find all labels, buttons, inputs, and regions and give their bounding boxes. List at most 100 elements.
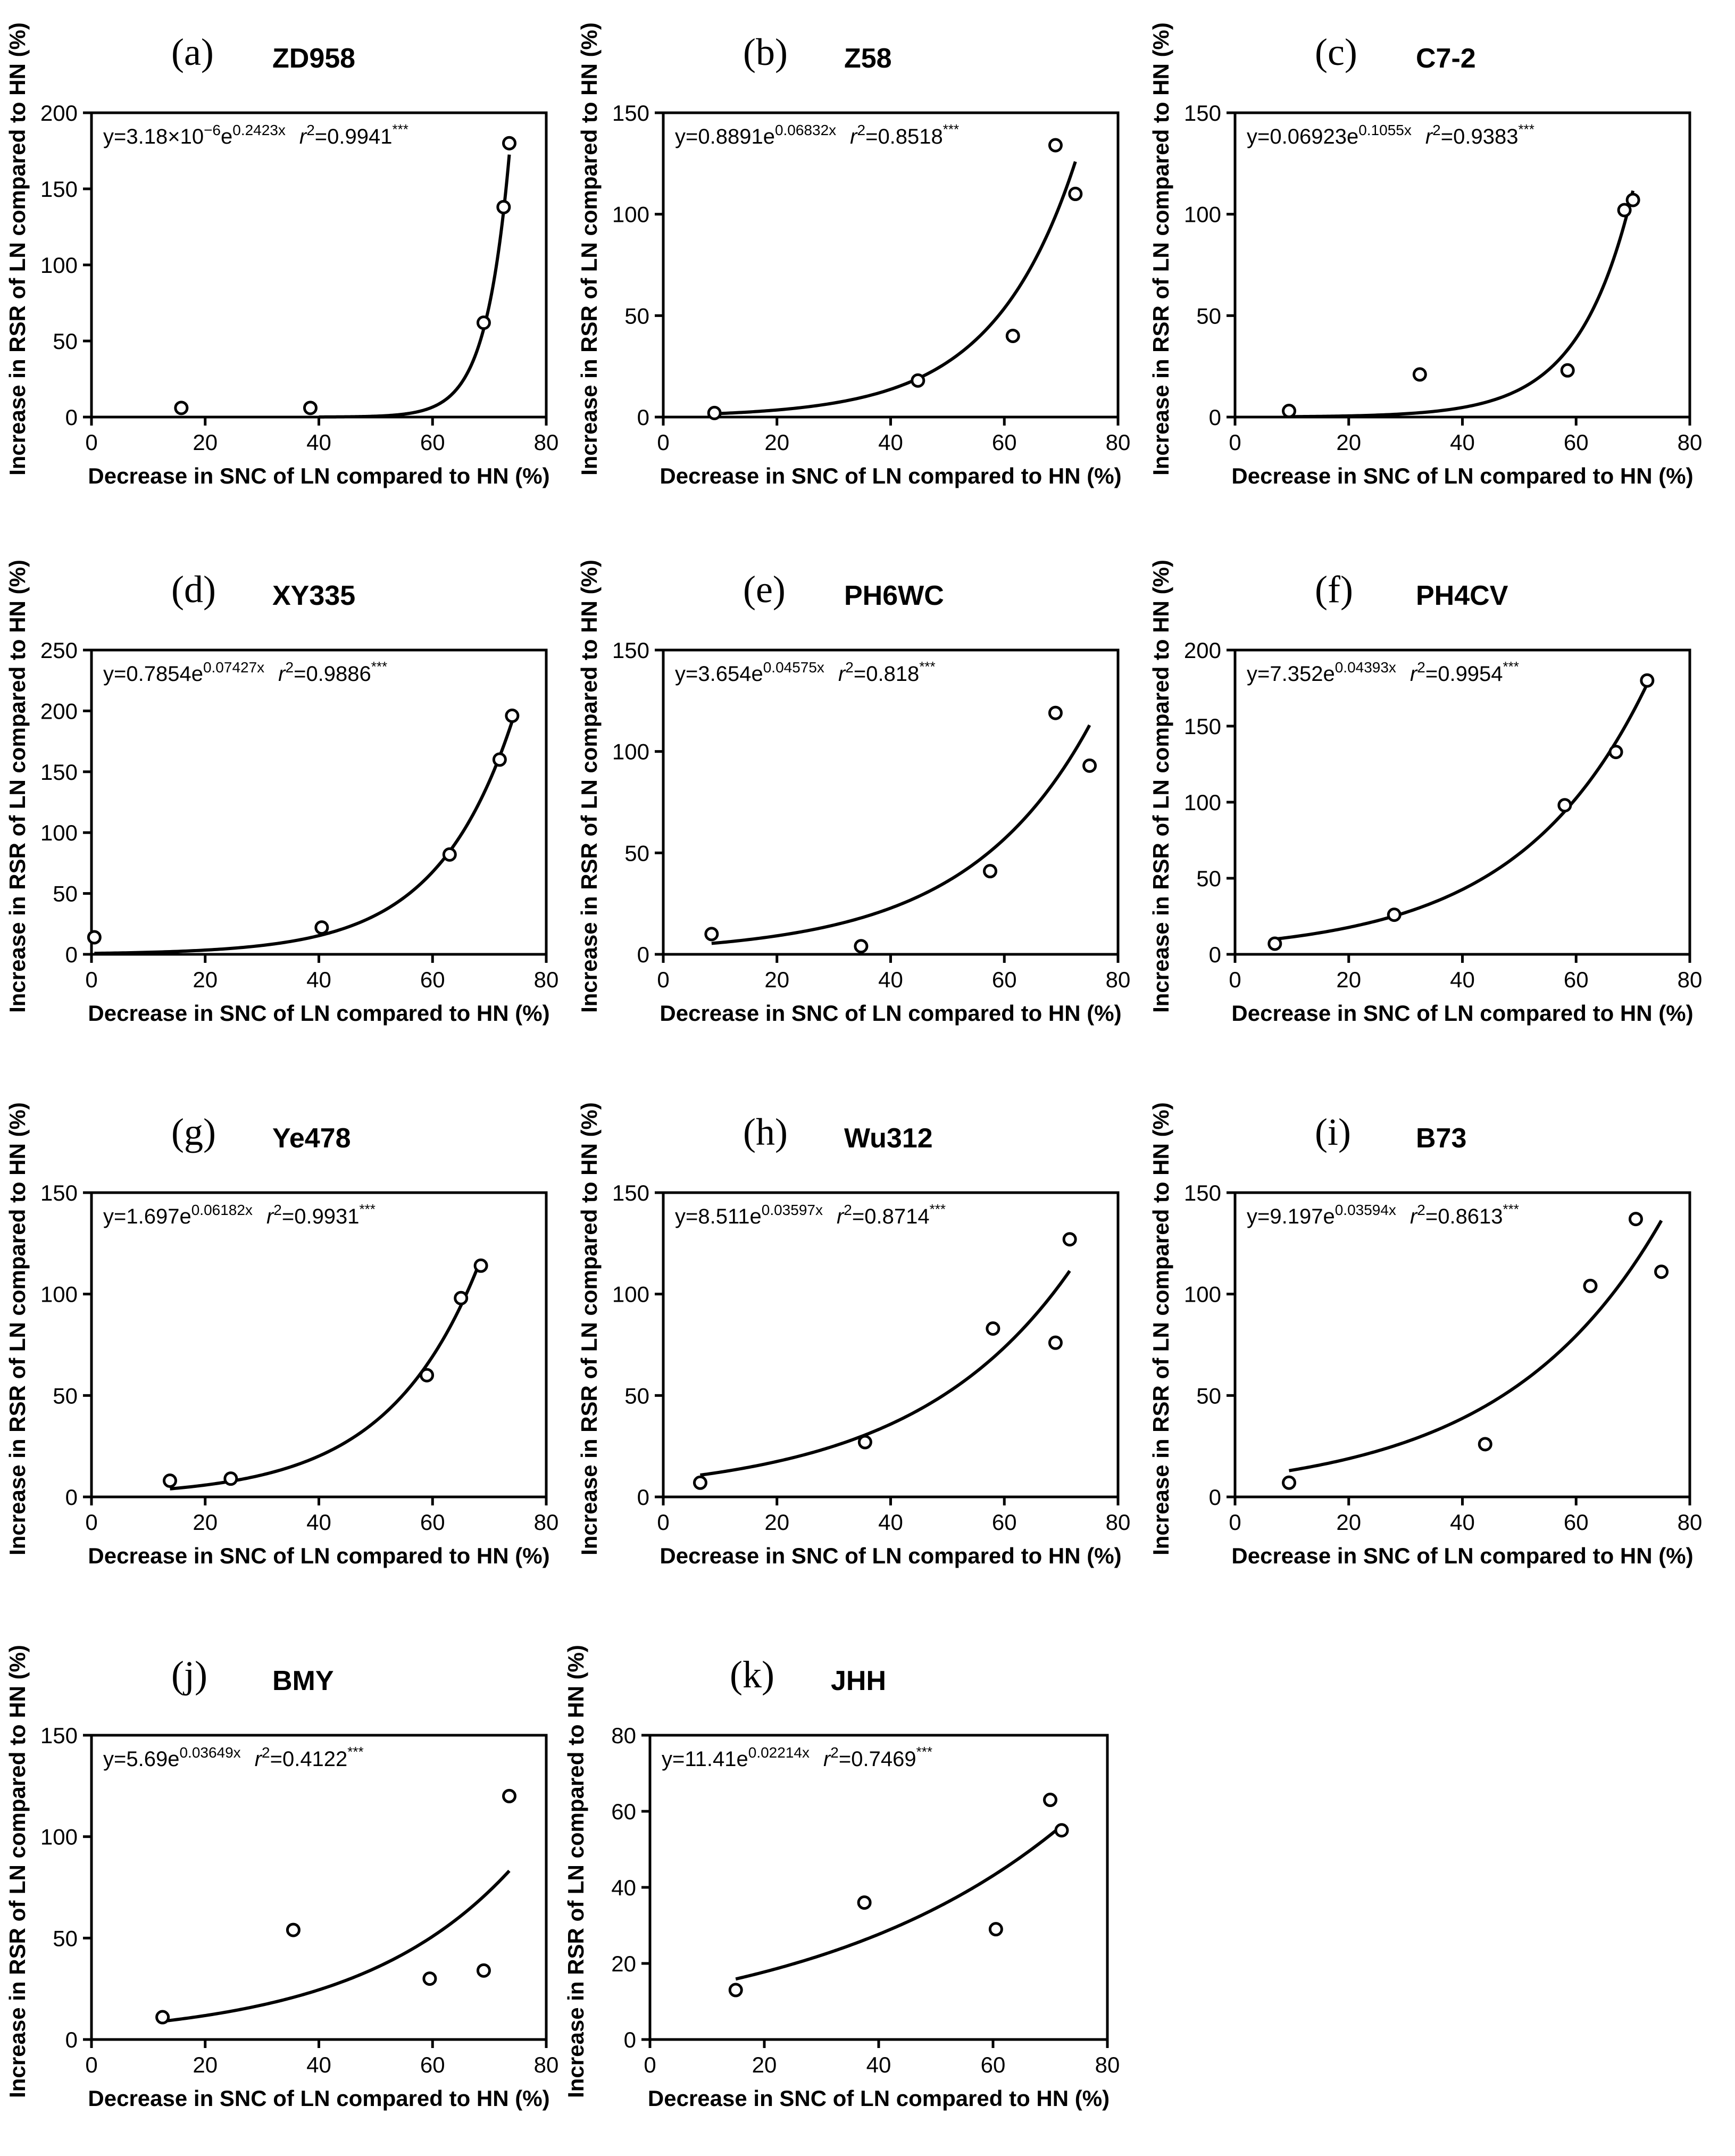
equation-r-value: =0.9931 [282, 1205, 360, 1228]
equation-r-value: =0.9383 [1441, 125, 1519, 148]
panel-xy335: (d) XY335 0 20 40 60 80 0 50 100 150 200 250 Decrease… [5, 560, 558, 1026]
y-axis-title: Increase in RSR of LN compared to HN (%) [577, 22, 602, 476]
x-tick-label: 60 [1564, 430, 1589, 455]
equation-rate-exp: 0.06182x [191, 1202, 253, 1218]
x-tick-label: 60 [420, 2052, 445, 2077]
data-point [986, 1321, 1000, 1336]
data-point [314, 920, 329, 935]
x-tick-label: 60 [992, 430, 1017, 455]
y-tick-label: 100 [1184, 790, 1221, 815]
y-axis-title: Increase in RSR of LN compared to HN (%) [5, 560, 30, 1013]
y-tick-label: 100 [40, 1825, 78, 1850]
x-tick-label: 80 [1678, 1510, 1703, 1535]
equation-r: r [837, 1205, 845, 1228]
y-tick-label: 0 [65, 2027, 78, 2052]
data-point [1043, 1793, 1057, 1808]
x-tick-label: 20 [764, 967, 789, 992]
equation-e: e [737, 1747, 748, 1771]
equation-r-exp: 2 [262, 1744, 270, 1761]
y-tick-label: 0 [65, 1485, 78, 1510]
y-tick-label: 100 [40, 820, 78, 845]
equation-r: r [850, 125, 858, 148]
data-point [174, 401, 189, 415]
equation-rate-exp: 0.1055x [1358, 122, 1412, 138]
panel-letter: (c) [1315, 31, 1357, 73]
fit-equation: y=3.654e0.04575x r2=0.818*** [675, 659, 936, 686]
x-tick-label: 80 [1106, 967, 1131, 992]
fit-equation: y=3.18×10−6e0.2423x r2=0.9941*** [103, 121, 408, 148]
fit-curve [94, 721, 514, 955]
x-axis-title: Decrease in SNC of LN compared to HN (%) [88, 1001, 549, 1026]
equation-lhs: y=1.697 [103, 1205, 179, 1228]
equation-r-value: =0.7469 [839, 1747, 916, 1771]
x-tick-label: 40 [866, 2052, 891, 2077]
equation-lhs: y=11.41 [662, 1747, 737, 1771]
data-point [162, 1473, 177, 1488]
data-point [1048, 1335, 1063, 1350]
x-tick-label: 0 [657, 967, 669, 992]
y-axis-title: Increase in RSR of LN compared to HN (%) [5, 1645, 30, 2098]
x-tick-label: 20 [193, 2052, 218, 2077]
data-point [857, 1435, 872, 1450]
x-axis-title: Decrease in SNC of LN compared to HN (%) [88, 1543, 549, 1568]
y-tick-label: 100 [612, 739, 649, 764]
data-point [1005, 328, 1020, 343]
equation-rate-exp: 0.03597x [762, 1202, 823, 1218]
x-tick-label: 60 [1564, 967, 1589, 992]
fit-equation: y=7.352e0.04393x r2=0.9954*** [1247, 659, 1519, 686]
y-tick-label: 60 [611, 1799, 636, 1824]
equation-lhs: y=9.197 [1247, 1205, 1323, 1228]
equation-e: e [1347, 125, 1358, 148]
y-tick-label: 200 [40, 101, 78, 126]
data-point [704, 927, 719, 942]
equation-significance: *** [1518, 121, 1534, 137]
x-tick-label: 0 [1229, 1510, 1241, 1535]
x-tick-label: 20 [752, 2052, 777, 2077]
y-tick-label: 200 [1184, 638, 1221, 663]
x-tick-label: 80 [1095, 2052, 1120, 2077]
equation-e: e [168, 1747, 179, 1771]
data-point [87, 930, 102, 945]
equation-rate-exp: 0.03594x [1335, 1202, 1396, 1218]
x-tick-label: 0 [644, 2052, 656, 2077]
equation-r-exp: 2 [845, 659, 854, 676]
y-tick-label: 150 [612, 101, 649, 126]
equation-e: e [191, 662, 203, 686]
y-axis-title: Increase in RSR of LN compared to HN (%) [563, 1645, 588, 2098]
panel-ph6wc: (e) PH6WC 0 20 40 60 80 0 50 100 150 Decrease in SN… [577, 560, 1130, 1026]
x-axis-title: Decrease in SNC of LN compared to HN (%) [1231, 1001, 1693, 1026]
y-tick-label: 100 [40, 253, 78, 278]
data-point [442, 847, 457, 862]
y-tick-label: 0 [624, 2027, 636, 2052]
plot-frame [90, 1191, 548, 1499]
x-tick-label: 20 [193, 1510, 218, 1535]
equation-lhs: y=5.69 [103, 1747, 168, 1771]
y-tick-label: 250 [40, 638, 78, 663]
x-tick-label: 40 [306, 430, 331, 455]
x-tick-label: 40 [306, 1510, 331, 1535]
fit-equation: y=0.8891e0.06832x r2=0.8518*** [675, 121, 959, 148]
equation-r-exp: 2 [830, 1744, 839, 1761]
equation-r-value: =0.818 [854, 662, 919, 686]
x-tick-label: 40 [1450, 1510, 1475, 1535]
y-tick-label: 50 [624, 303, 649, 328]
equation-e: e [221, 125, 232, 148]
equation-r-value: =0.9886 [294, 662, 371, 686]
equation-rate-exp: 0.07427x [203, 659, 264, 676]
plot-frame [1233, 1191, 1691, 1499]
x-tick-label: 40 [878, 967, 903, 992]
x-tick-label: 20 [1336, 430, 1361, 455]
equation-significance: *** [943, 121, 959, 137]
x-tick-label: 80 [534, 1510, 559, 1535]
data-point [420, 1368, 435, 1383]
x-tick-label: 0 [85, 2052, 97, 2077]
panel-letter: (j) [171, 1653, 207, 1696]
panel-letter: (f) [1315, 568, 1353, 611]
equation-r-value: =0.9954 [1425, 662, 1503, 686]
y-axis-title: Increase in RSR of LN compared to HN (%) [1148, 22, 1173, 476]
panel-letter: (k) [730, 1653, 774, 1696]
data-point [1412, 367, 1427, 382]
y-tick-label: 0 [1209, 405, 1221, 430]
data-point [988, 1922, 1003, 1937]
